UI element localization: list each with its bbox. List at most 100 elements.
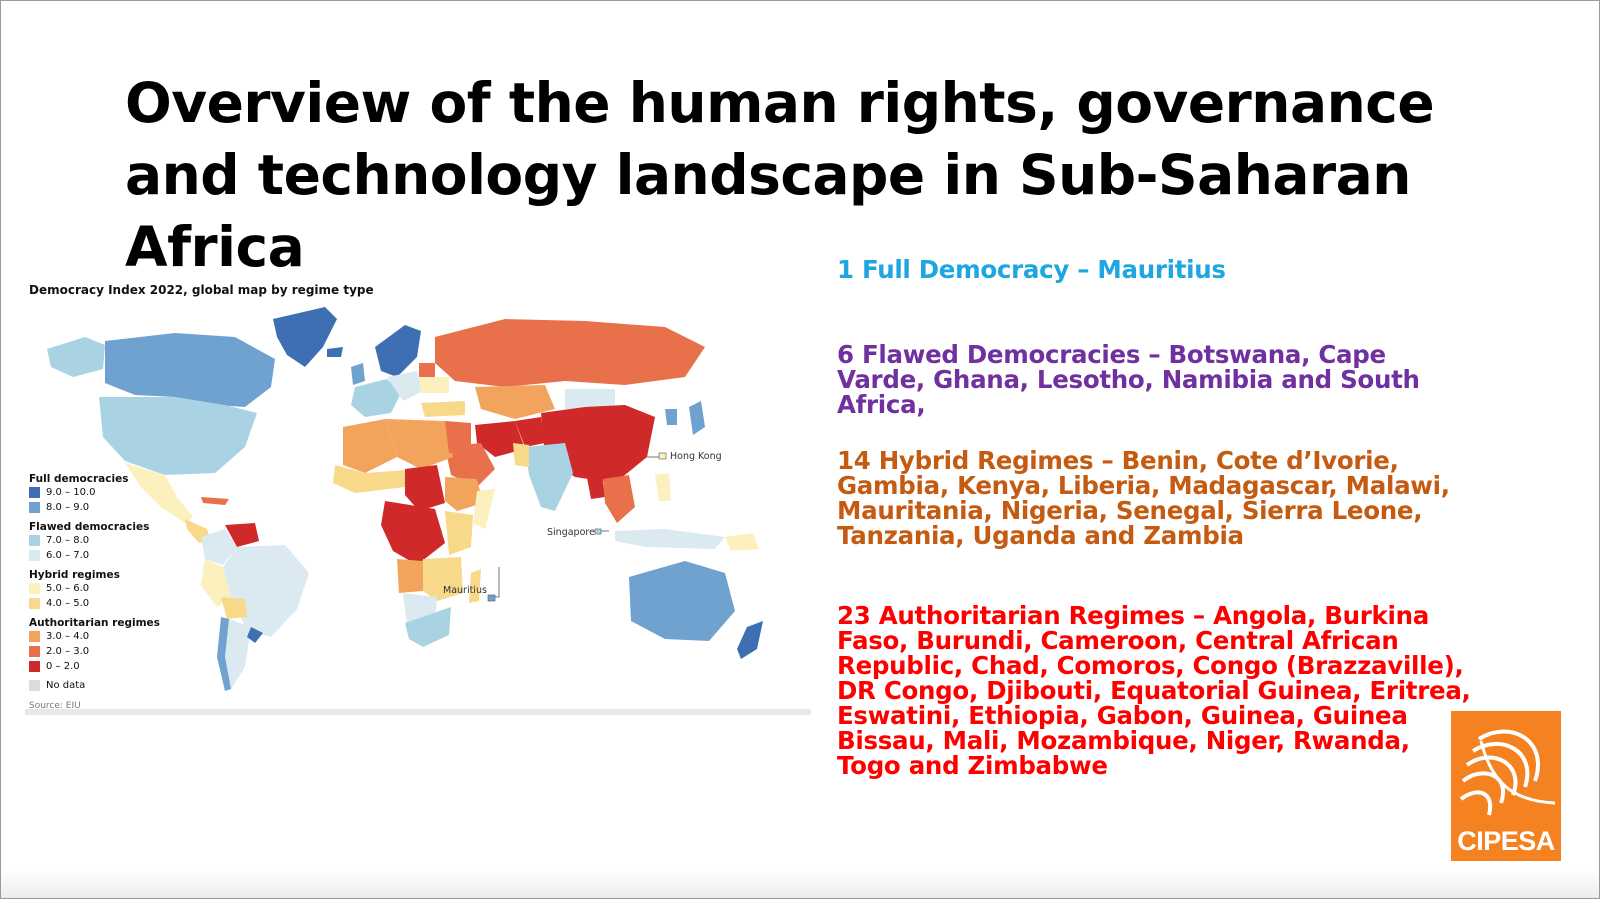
map-region-argentina <box>223 619 251 689</box>
legend-swatch <box>29 487 40 498</box>
map-legend: Full democracies 9.0 – 10.0 8.0 – 9.0 Fl… <box>29 467 169 693</box>
legend-heading-authoritarian: Authoritarian regimes <box>29 617 160 629</box>
legend-swatch <box>29 502 40 513</box>
map-region-iceland <box>327 347 343 357</box>
legend-heading-full: Full democracies <box>29 473 129 485</box>
legend-swatch <box>29 535 40 546</box>
map-region-mexico <box>125 463 193 523</box>
legend-label: 3.0 – 4.0 <box>46 631 90 642</box>
map-region-venezuela <box>225 523 259 547</box>
map-region-iran <box>475 421 525 457</box>
map-region-korea <box>665 409 677 425</box>
map-region-angola <box>397 559 423 593</box>
map-region-south-africa <box>405 607 451 647</box>
map-region-uruguay <box>247 627 263 643</box>
cipesa-logo: CIPESA <box>1451 711 1561 861</box>
legend-row: 2.0 – 3.0 <box>29 644 169 659</box>
map-region-mauritius <box>487 594 496 602</box>
cipesa-swirl-icon <box>1459 729 1556 816</box>
map-region-alaska <box>47 337 105 377</box>
map-region-philippines <box>655 473 671 501</box>
map-region-eastern-europe <box>387 371 423 401</box>
map-region-sahel <box>333 465 421 493</box>
map-region-indonesia <box>615 529 725 549</box>
map-region-india <box>525 443 573 511</box>
map-region-greenland <box>273 307 337 367</box>
map-region-new-zealand <box>737 621 763 659</box>
map-region-somalia <box>473 489 495 529</box>
legend-swatch <box>29 583 40 594</box>
map-region-belarus <box>419 363 435 377</box>
map-region-chile <box>217 617 231 691</box>
map-region-central-africa <box>381 501 445 565</box>
legend-swatch <box>29 646 40 657</box>
map-title: Democracy Index 2022, global map by regi… <box>29 283 374 297</box>
full-democracy-text: 1 Full Democracy – Mauritius <box>837 255 1226 284</box>
map-region-australia <box>629 561 735 641</box>
map-region-canada <box>105 333 275 407</box>
legend-label: 6.0 – 7.0 <box>46 550 90 561</box>
map-region-russia <box>435 319 705 387</box>
map-region-uk <box>351 363 365 385</box>
legend-label: 8.0 – 9.0 <box>46 502 90 513</box>
map-region-usa <box>99 397 257 475</box>
map-bottom-bar <box>25 709 811 715</box>
legend-swatch <box>29 550 40 561</box>
legend-row: No data <box>29 678 169 693</box>
legend-swatch <box>29 661 40 672</box>
legend-row: 3.0 – 4.0 <box>29 629 169 644</box>
map-region-mongolia <box>565 389 615 409</box>
map-region-saudi <box>445 443 495 487</box>
legend-label: No data <box>46 680 86 691</box>
map-region-north-africa-west <box>343 419 397 473</box>
legend-swatch <box>29 680 40 691</box>
hybrid-regimes-text: 14 Hybrid Regimes – Benin, Cote d’Ivorie… <box>837 446 1450 550</box>
legend-heading-flawed: Flawed democracies <box>29 521 150 533</box>
map-region-east-africa <box>445 511 473 555</box>
legend-label: 5.0 – 6.0 <box>46 583 90 594</box>
legend-label: 4.0 – 5.0 <box>46 598 90 609</box>
legend-row: 7.0 – 8.0 <box>29 533 169 548</box>
legend-label: 7.0 – 8.0 <box>46 535 90 546</box>
map-region-cuba <box>201 497 229 505</box>
map-region-western-europe <box>351 379 401 417</box>
map-region-bolivia <box>221 597 247 619</box>
legend-swatch <box>29 631 40 642</box>
callout-mauritius: Mauritius <box>443 585 487 596</box>
map-region-madagascar <box>469 569 481 603</box>
legend-label: 9.0 – 10.0 <box>46 487 96 498</box>
map-region-singapore <box>594 528 602 535</box>
map-region-papua <box>725 533 759 551</box>
map-region-egypt <box>445 421 471 453</box>
map-region-peru <box>201 559 231 607</box>
legend-label: 2.0 – 3.0 <box>46 646 90 657</box>
map-region-japan <box>689 401 705 435</box>
flawed-democracies-text: 6 Flawed Democracies – Botswana, Cape Va… <box>837 340 1420 419</box>
map-region-myanmar <box>585 467 605 499</box>
bottom-fade <box>1 869 1599 898</box>
map-region-colombia <box>201 529 237 565</box>
democracy-map-panel: Democracy Index 2022, global map by regi… <box>25 269 811 715</box>
world-map <box>25 297 811 709</box>
map-region-ukraine <box>419 377 449 393</box>
map-region-hong-kong <box>658 452 667 460</box>
legend-swatch <box>29 598 40 609</box>
legend-row: 8.0 – 9.0 <box>29 500 169 515</box>
map-region-pakistan <box>513 443 529 467</box>
legend-row: 9.0 – 10.0 <box>29 485 169 500</box>
map-region-ethiopia <box>445 477 483 511</box>
authoritarian-regimes-text: 23 Authoritarian Regimes – Angola, Burki… <box>837 601 1471 780</box>
map-region-chad-sudan <box>405 465 445 511</box>
legend-row: 0 – 2.0 <box>29 659 169 674</box>
legend-row: 5.0 – 6.0 <box>29 581 169 596</box>
map-source: Source: EIU <box>29 701 81 711</box>
legend-heading-hybrid: Hybrid regimes <box>29 569 120 581</box>
map-region-kazakhstan <box>475 385 555 419</box>
map-region-turkey <box>421 401 465 417</box>
map-region-zambia-mozambique <box>423 557 463 601</box>
map-region-algeria-libya <box>385 419 453 469</box>
map-region-scandinavia <box>375 325 421 377</box>
map-region-afghanistan <box>515 417 545 447</box>
map-region-southeast-asia <box>603 475 635 523</box>
